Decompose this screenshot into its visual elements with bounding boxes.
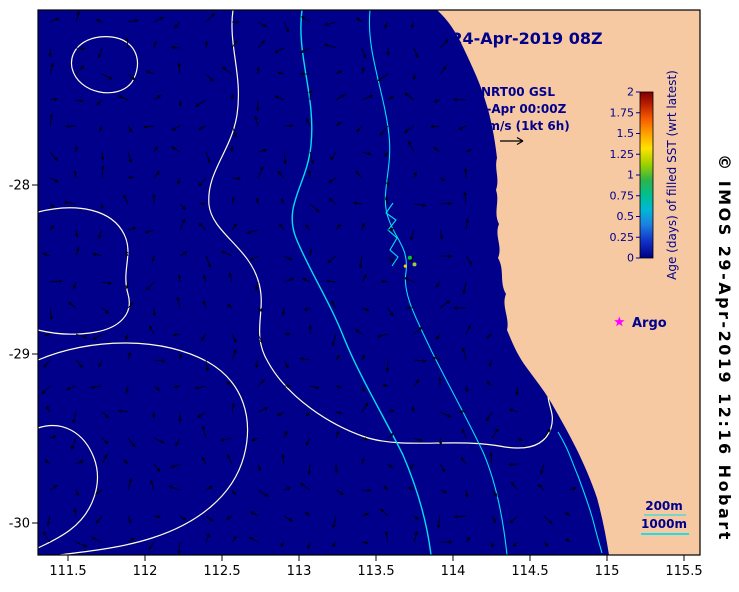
colorbar-gradient (639, 91, 654, 259)
colorbar-tick-label: 1 (627, 169, 634, 182)
colorbar-tick-label: 0.25 (610, 231, 635, 244)
x-axis: 111.5 112 112.5 113 113.5 114 114.5 115 115.5 (49, 555, 703, 579)
depth-200m-label: 200m (645, 499, 683, 513)
colorbar-tick-label: 0.75 (610, 189, 635, 202)
sea-level-contour-southwest-inner (37, 424, 98, 549)
colorbar-axis-label: Age (days) of filled SST (wrt latest) (665, 70, 679, 280)
colorbar-tick-label: 0.5 (617, 210, 635, 223)
plot-frame (37, 9, 701, 556)
sst-age-patch (403, 264, 407, 268)
x-tick-label: 113.5 (357, 564, 394, 579)
colorbar: 2 1.75 1.5 1.25 1 0.75 0.5 0.25 0 (610, 86, 654, 265)
bathymetry-contours (291, 9, 603, 556)
bathymetry-contour-1000m (291, 9, 432, 556)
x-tick-label: 111.5 (49, 564, 86, 579)
sea-level-contour-southwest-outer (37, 342, 249, 556)
colorbar-tick-label: 0 (627, 252, 634, 265)
argo-legend: Argo (614, 316, 667, 331)
x-tick-label: 114.5 (511, 564, 548, 579)
y-tick-label: -28 (9, 179, 30, 194)
sea-level-contour-loop (70, 36, 139, 94)
x-tick-label: 115 (595, 564, 620, 579)
y-axis: -28 -29 -30 (9, 179, 38, 532)
x-tick-label: 112 (133, 564, 158, 579)
argo-marker-icon (614, 316, 625, 327)
colorbar-tick-label: 1.75 (610, 106, 635, 119)
sst-age-patch (412, 262, 417, 267)
colorbar-tick-label: 1.5 (617, 127, 635, 140)
colorbar-tick-label: 2 (627, 86, 634, 99)
sea-level-contour-west (37, 207, 130, 335)
current-vector-arrows (41, 10, 577, 555)
sea-level-contours (37, 9, 553, 556)
valid-time-label: 24-Apr 00:00Z (470, 102, 567, 116)
plot-title: 24-Apr-2019 08Z (451, 29, 602, 48)
argo-label: Argo (632, 316, 667, 331)
depth-legend: 200m 1000m (641, 499, 689, 535)
bathymetry-contour-coastal (557, 431, 603, 554)
x-tick-label: 113 (287, 564, 312, 579)
colorbar-tick-label: 1.25 (610, 148, 635, 161)
y-tick-label: -30 (9, 517, 30, 532)
model-run-label: NRT00 GSL (481, 85, 555, 99)
x-tick-label: 114 (441, 564, 466, 579)
x-tick-label: 115.5 (665, 564, 702, 579)
x-tick-label: 112.5 (203, 564, 240, 579)
land-mass (437, 10, 700, 555)
vector-scale-label: 0.5m/s (1kt 6h) (466, 119, 570, 133)
sst-age-patches (403, 255, 417, 268)
copyright-watermark: © IMOS 29-Apr-2019 12:16 Hobart (715, 154, 734, 542)
y-tick-label: -29 (9, 348, 30, 363)
bathymetry-contour-200m (368, 9, 508, 556)
sea-level-contour-main (208, 9, 553, 449)
vector-scale-arrow-icon (500, 136, 524, 146)
current-vector-field (41, 10, 577, 555)
sst-age-patch (407, 255, 412, 260)
depth-1000m-label: 1000m (641, 517, 687, 531)
bathymetry-contour-squiggle (385, 202, 399, 267)
